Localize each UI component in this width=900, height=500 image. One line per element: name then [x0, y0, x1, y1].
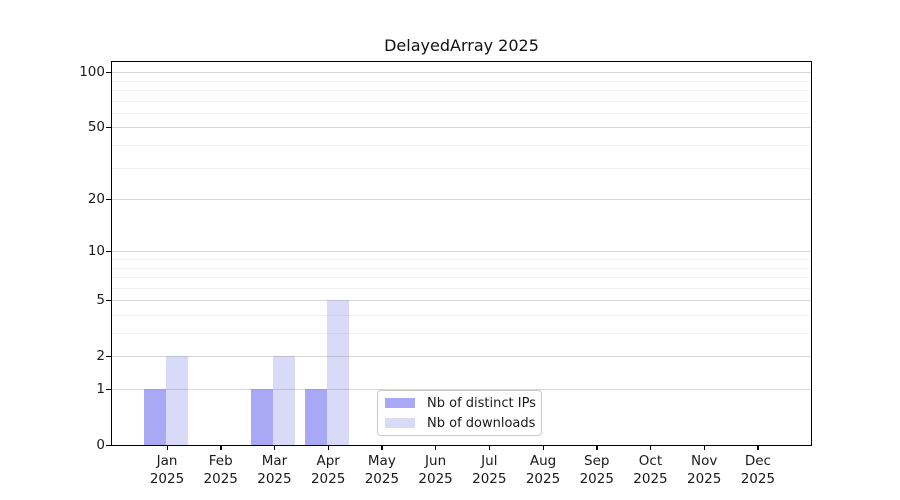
- x-tick-label: May 2025: [347, 452, 417, 488]
- grid-line-major: [112, 199, 811, 201]
- x-tick-label: Mar 2025: [239, 452, 309, 488]
- x-tick-label-month: Sep: [584, 453, 610, 469]
- grid-line-major: [112, 251, 811, 253]
- legend-entry: Nb of distinct IPs: [385, 396, 541, 411]
- x-tick-label-year: 2025: [740, 471, 776, 487]
- y-tick-mark: [106, 126, 112, 129]
- y-tick-mark: [106, 299, 112, 302]
- grid-line-major: [112, 127, 811, 129]
- x-tick-label: Jan 2025: [132, 452, 202, 488]
- grid-line-minor: [112, 267, 811, 269]
- x-tick-label-month: Jun: [425, 453, 447, 469]
- y-tick-mark: [106, 250, 112, 253]
- chart-title: DelayedArray 2025: [384, 36, 539, 55]
- x-tick-label-month: Feb: [208, 453, 233, 469]
- legend-swatch: [385, 398, 415, 408]
- x-tick-label-year: 2025: [203, 471, 238, 487]
- x-tick-label-year: 2025: [364, 471, 400, 487]
- y-tick-label: 0: [96, 436, 105, 453]
- x-tick-label-month: Jul: [481, 453, 498, 469]
- x-tick-label: Aug 2025: [508, 452, 578, 488]
- y-tick-label: 5: [96, 291, 105, 308]
- y-tick-mark: [106, 444, 112, 446]
- grid-line-minor: [112, 277, 811, 279]
- y-tick-label: 1: [96, 380, 105, 397]
- x-tick-mark: [488, 445, 491, 450]
- bar-nb-of-distinct-ips: [305, 389, 328, 445]
- y-tick-label: 2: [96, 347, 105, 364]
- legend: Nb of distinct IPs Nb of downloads: [377, 390, 542, 436]
- legend-label: Nb of distinct IPs: [427, 395, 536, 411]
- legend-entry: Nb of downloads: [385, 416, 541, 431]
- grid-line-minor: [112, 90, 811, 92]
- grid-line-minor: [112, 333, 811, 335]
- y-tick-mark: [106, 355, 112, 358]
- x-tick-mark: [649, 445, 652, 450]
- bar-nb-of-downloads: [273, 356, 296, 445]
- x-tick-label-month: Dec: [744, 453, 771, 469]
- x-tick-label: Jun 2025: [401, 452, 471, 488]
- x-tick-label-month: Nov: [691, 453, 718, 469]
- grid-line-minor: [112, 314, 811, 316]
- x-tick-mark: [220, 445, 222, 450]
- bar-nb-of-downloads: [166, 356, 188, 445]
- y-tick-label: 100: [79, 63, 105, 80]
- y-tick-label: 20: [87, 190, 105, 207]
- x-tick-label-month: Mar: [261, 453, 288, 469]
- x-tick-label: Apr 2025: [293, 452, 363, 488]
- legend-swatch: [385, 418, 415, 428]
- x-tick-label: Dec 2025: [723, 452, 793, 488]
- x-tick-label-year: 2025: [257, 471, 292, 487]
- x-tick-mark: [327, 445, 329, 450]
- x-tick-label-month: Aug: [529, 453, 557, 469]
- grid-line-minor: [112, 80, 811, 82]
- x-tick-label: Feb 2025: [186, 452, 256, 488]
- bar-nb-of-downloads: [327, 300, 350, 445]
- x-tick-label: Sep 2025: [562, 452, 632, 488]
- x-tick-mark: [381, 445, 383, 450]
- grid-line-major: [112, 300, 811, 302]
- x-tick-label-year: 2025: [687, 471, 722, 487]
- x-tick-label-month: May: [367, 453, 396, 469]
- x-tick-label-year: 2025: [310, 471, 346, 487]
- x-tick-label-year: 2025: [579, 471, 614, 487]
- x-tick-label-year: 2025: [418, 471, 453, 487]
- x-tick-label-month: Oct: [638, 453, 663, 469]
- x-tick-mark: [166, 445, 168, 450]
- grid-line-minor: [112, 259, 811, 260]
- y-tick-mark: [106, 71, 112, 73]
- grid-line-major: [112, 356, 811, 358]
- y-tick-mark: [106, 388, 112, 390]
- y-tick-label: 10: [87, 242, 105, 259]
- grid-line-minor: [112, 112, 811, 114]
- x-tick-mark: [757, 445, 759, 450]
- y-tick-mark: [106, 198, 112, 200]
- x-tick-mark: [273, 445, 276, 450]
- bar-nb-of-distinct-ips: [144, 389, 166, 445]
- legend-label: Nb of downloads: [427, 415, 536, 431]
- x-tick-mark: [596, 445, 598, 450]
- grid-line-major: [112, 389, 811, 390]
- x-tick-label-year: 2025: [472, 471, 507, 487]
- x-tick-label: Oct 2025: [615, 452, 685, 488]
- x-tick-label: Nov 2025: [669, 452, 739, 488]
- plot-area: [111, 61, 812, 446]
- x-tick-mark: [435, 445, 437, 450]
- y-tick-label: 50: [87, 118, 105, 135]
- x-tick-label: Jul 2025: [454, 452, 524, 488]
- x-tick-label-year: 2025: [525, 471, 561, 487]
- grid-line-minor: [112, 145, 811, 147]
- x-tick-mark: [542, 445, 544, 450]
- grid-line-minor: [112, 287, 811, 289]
- x-tick-label-month: Apr: [316, 453, 340, 469]
- grid-line-major: [112, 72, 811, 74]
- grid-line-minor: [112, 167, 811, 169]
- x-tick-mark: [703, 445, 705, 450]
- x-tick-label-year: 2025: [633, 471, 668, 487]
- bar-nb-of-distinct-ips: [251, 389, 274, 445]
- x-tick-label-year: 2025: [149, 471, 185, 487]
- grid-line-minor: [112, 100, 811, 102]
- x-tick-label-month: Jan: [156, 453, 178, 469]
